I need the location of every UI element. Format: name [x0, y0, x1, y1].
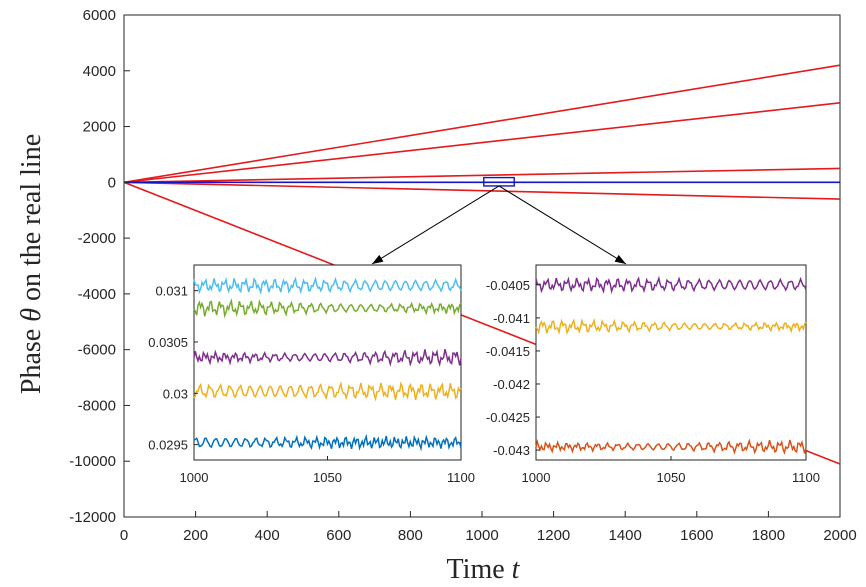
- main-series-line-3: [123, 167, 841, 184]
- zoom-arrow-left: [371, 185, 500, 265]
- y-tick-label: -10000: [69, 453, 116, 470]
- x-tick-label: 600: [326, 527, 351, 544]
- y-tick-label: -8000: [78, 397, 116, 414]
- inset-right-y-tick-label: -0.042: [493, 377, 530, 392]
- inset-left-y-tick-label: 0.0295: [148, 438, 188, 453]
- main-series-line-4: [123, 181, 841, 200]
- inset-left-series-purple: [193, 349, 462, 368]
- x-tick-label: 200: [183, 527, 208, 544]
- x-tick-label: 800: [398, 527, 423, 544]
- inset-left-series-blue: [193, 433, 462, 452]
- zoom-arrow-right: [498, 185, 627, 265]
- inset-right-y-tick-label: -0.0405: [486, 278, 530, 293]
- inset-right-x-tick-label: 1000: [522, 470, 551, 485]
- y-tick-label: -4000: [78, 286, 116, 303]
- inset-left-y-tick-label: 0.031: [155, 284, 188, 299]
- x-tick-label: 1600: [680, 527, 713, 544]
- y-tick-label: 2000: [83, 119, 116, 136]
- inset-right-frame: [535, 264, 807, 461]
- inset-left-series-yellow: [193, 380, 462, 402]
- x-tick-label: 1200: [537, 527, 570, 544]
- inset-left-y-tick-label: 0.0305: [148, 335, 188, 350]
- inset-right-x-tick-label: 1100: [792, 470, 820, 485]
- inset-left-x-tick-label: 1050: [313, 470, 342, 485]
- inset-left-y-tick-label: 0.03: [163, 386, 188, 401]
- inset-right-series-orange: [535, 438, 807, 455]
- inset-left-x-tick-label: 1100: [447, 470, 475, 485]
- inset-left-x-tick-label: 1000: [180, 470, 209, 485]
- y-tick-label: -2000: [78, 230, 116, 247]
- y-axis-label: Phase θ on the real line: [16, 134, 47, 394]
- y-tick-label: 0: [108, 174, 116, 191]
- main-series-line-2: [123, 102, 841, 184]
- x-tick-label: 1400: [609, 527, 642, 544]
- x-tick-label: 1800: [752, 527, 785, 544]
- inset-right-series-purple: [535, 275, 807, 295]
- inset-right-y-tick-label: -0.0425: [486, 410, 530, 425]
- main-series-line-1: [123, 64, 841, 184]
- inset-right-y-tick-label: -0.041: [493, 311, 530, 326]
- y-tick-label: 4000: [83, 63, 116, 80]
- y-tick-label: 6000: [83, 7, 116, 24]
- x-axis-label: Time t: [447, 554, 521, 585]
- x-tick-label: 2000: [823, 527, 856, 544]
- inset-left-frame: [193, 264, 462, 461]
- inset-right-x-tick-label: 1050: [657, 470, 686, 485]
- inset-left-series-green: [193, 298, 462, 319]
- y-tick-label: -6000: [78, 342, 116, 359]
- inset-right-series-yellow: [535, 317, 807, 336]
- x-tick-label: 1000: [465, 527, 498, 544]
- x-tick-label: 0: [120, 527, 128, 544]
- inset-right-y-tick-label: -0.043: [493, 443, 530, 458]
- y-tick-label: -12000: [69, 509, 116, 526]
- inset-left-series-cyan: [193, 276, 462, 296]
- x-tick-label: 400: [255, 527, 280, 544]
- inset-right-y-tick-label: -0.0415: [486, 344, 530, 359]
